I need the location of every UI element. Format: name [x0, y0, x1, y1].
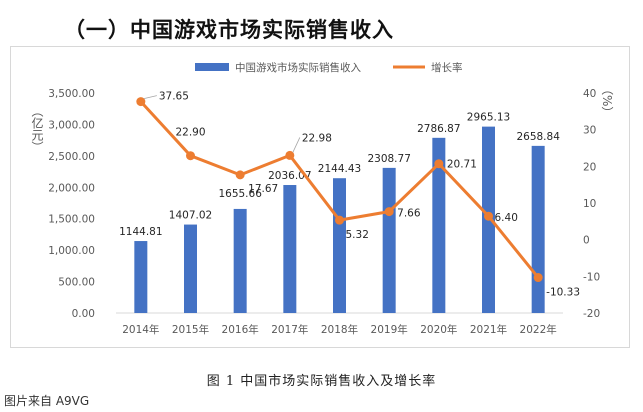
- revenue-bar: [283, 185, 297, 313]
- right-axis-tick-label: 40: [583, 88, 596, 100]
- left-axis-tick-label: 0.00: [72, 308, 95, 320]
- x-axis-tick-label: 2017年: [271, 323, 308, 336]
- left-axis-tick-label: 3,000.00: [48, 119, 95, 131]
- growth-rate-point: [484, 211, 493, 221]
- growth-rate-point: [235, 170, 245, 180]
- source-credit: 图片来自 A9VG: [4, 394, 90, 408]
- right-axis-tick-label: 10: [583, 198, 596, 210]
- revenue-bar: [184, 224, 197, 313]
- left-axis-tick-label: 1,000.00: [48, 245, 95, 257]
- x-axis-tick-label: 2016年: [222, 323, 259, 336]
- x-axis-tick-label: 2021年: [470, 323, 507, 336]
- right-axis-tick-label: 30: [583, 125, 596, 137]
- left-axis-title: （亿元）: [30, 105, 44, 153]
- left-axis-tick-label: 2,500.00: [48, 151, 95, 163]
- growth-rate-label: 17.67: [248, 183, 278, 195]
- revenue-bar-label: 2786.87: [417, 123, 460, 135]
- left-axis-tick-label: 1,500.00: [48, 214, 95, 226]
- revenue-bar-label: 2036.07: [268, 170, 311, 182]
- right-axis-tick-label: 0: [583, 235, 590, 247]
- growth-rate-label: 7.66: [397, 208, 421, 220]
- x-axis-tick-label: 2018年: [321, 323, 358, 336]
- x-axis-tick-label: 2014年: [122, 323, 159, 336]
- revenue-bar: [134, 241, 148, 313]
- right-axis-tick-label: -10: [583, 271, 600, 283]
- section-heading: （一）中国游戏市场实际销售收入: [64, 18, 394, 42]
- figure-caption: 图 1 中国市场实际销售收入及增长率: [206, 374, 437, 389]
- growth-rate-label: 6.40: [495, 212, 518, 224]
- revenue-bar-label: 2308.77: [367, 153, 410, 165]
- growth-rate-label: -10.33: [546, 287, 580, 299]
- growth-rate-label: 37.65: [159, 91, 189, 103]
- growth-rate-point: [434, 159, 444, 169]
- x-axis-tick-label: 2022年: [520, 323, 557, 336]
- revenue-bar-label: 2658.84: [516, 131, 560, 143]
- legend-bar-swatch: [195, 63, 229, 71]
- left-axis-tick-label: 500.00: [58, 277, 95, 289]
- revenue-bar: [333, 178, 346, 313]
- right-axis-title: （%）: [600, 83, 614, 118]
- growth-rate-label: 5.32: [346, 229, 369, 241]
- chart: 0.00 500.00 1,000.00 1,500.00 2,000.00 2,500.…: [30, 61, 614, 336]
- left-axis-tick-label: 2,000.00: [48, 182, 95, 194]
- revenue-bar: [432, 137, 446, 313]
- revenue-bar: [233, 208, 247, 313]
- revenue-bar-label: 1655.66: [218, 188, 262, 200]
- revenue-bar-label: 1144.81: [119, 226, 162, 238]
- legend-line-label: 增长率: [431, 61, 463, 74]
- growth-rate-point: [384, 207, 394, 217]
- legend-bar-label: 中国游戏市场实际销售收入: [235, 61, 361, 74]
- growth-rate-label: 20.71: [447, 159, 477, 171]
- growth-rate-label: 22.90: [175, 127, 205, 139]
- growth-label-leader: [143, 95, 157, 100]
- right-axis-tick-label: 20: [583, 161, 596, 173]
- x-axis-tick-label: 2015年: [172, 323, 209, 336]
- growth-rate-label: 22.98: [302, 132, 332, 144]
- right-axis-tick-label: -20: [583, 308, 600, 320]
- growth-rate-point: [186, 151, 195, 161]
- x-axis-tick-label: 2020年: [420, 323, 457, 336]
- x-axis-tick-label: 2019年: [371, 323, 408, 336]
- revenue-bar-label: 2144.43: [318, 163, 361, 175]
- revenue-bar-label: 2965.13: [467, 112, 510, 124]
- left-axis-tick-label: 3,500.00: [48, 88, 95, 100]
- chart-frame: 0.00 500.00 1,000.00 1,500.00 2,000.00 2,500.…: [10, 46, 630, 348]
- growth-rate-point: [285, 150, 295, 160]
- growth-rate-point: [136, 97, 146, 107]
- revenue-bar: [531, 145, 545, 313]
- revenue-bar: [382, 167, 396, 313]
- growth-rate-point: [533, 273, 543, 283]
- growth-rate-point: [335, 215, 344, 225]
- revenue-bar-label: 1407.02: [169, 210, 212, 222]
- growth-label-leader: [292, 137, 301, 153]
